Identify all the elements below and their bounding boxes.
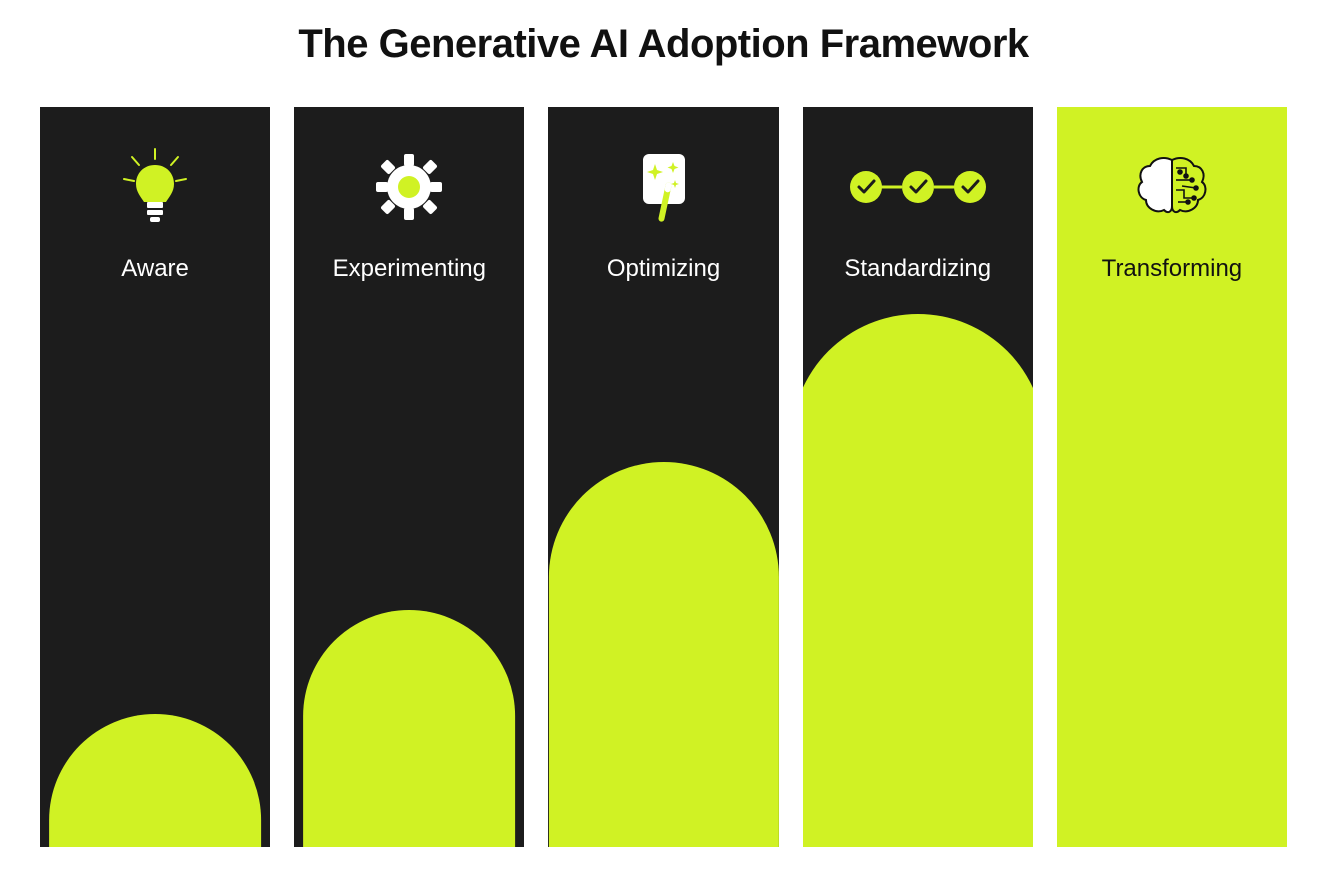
gear-icon	[374, 147, 444, 227]
stage-label-experimenting: Experimenting	[333, 255, 486, 283]
stage-transforming: Transforming	[1057, 107, 1287, 847]
stage-arch-optimizing	[548, 462, 778, 847]
stage-label-transforming: Transforming	[1102, 255, 1242, 283]
stage-label-optimizing: Optimizing	[607, 255, 720, 283]
stage-label-standardizing: Standardizing	[844, 255, 991, 283]
checklist-icon	[848, 147, 988, 227]
stage-arch-experimenting	[303, 610, 515, 847]
stage-experimenting: Experimenting	[294, 107, 524, 847]
page-title: The Generative AI Adoption Framework	[0, 22, 1327, 67]
lightbulb-icon	[120, 147, 190, 227]
brain-icon	[1132, 147, 1212, 227]
stage-standardizing: Standardizing	[803, 107, 1033, 847]
stage-arch-standardizing	[803, 314, 1033, 847]
stage-optimizing: Optimizing	[548, 107, 778, 847]
magic-wand-icon	[629, 147, 699, 227]
stages-row: Aware Experimenting	[0, 107, 1327, 847]
stage-label-aware: Aware	[121, 255, 189, 283]
stage-aware: Aware	[40, 107, 270, 847]
stage-arch-aware	[49, 714, 261, 847]
